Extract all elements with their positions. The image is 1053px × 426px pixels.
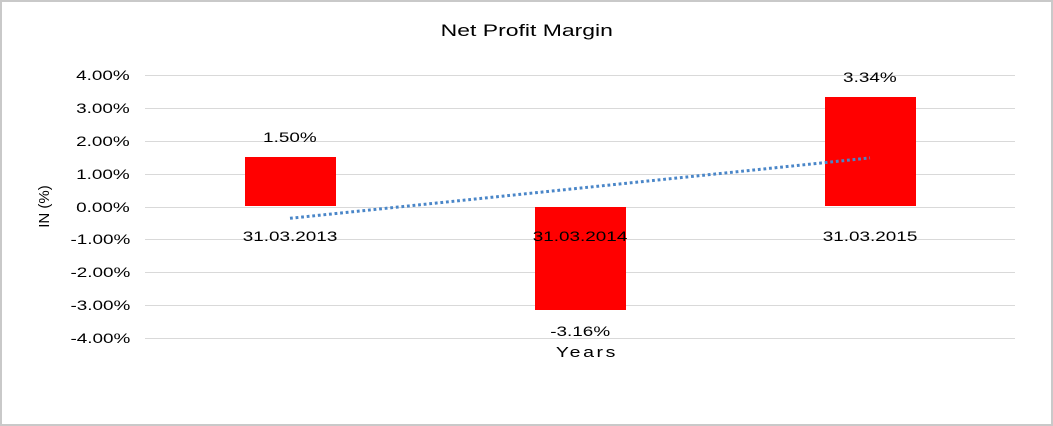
y-axis-tick-label: 2.00%	[20, 133, 130, 149]
y-axis-tick-label: -1.00%	[20, 231, 130, 247]
y-axis-tick-text: 1.00%	[76, 165, 130, 182]
x-axis-title: Years	[507, 345, 667, 360]
x-axis-category-label: 31.03.2014	[500, 229, 660, 244]
y-axis-tick-label: 3.00%	[20, 100, 130, 116]
chart-title: Net Profit Margin	[2, 21, 1051, 41]
x-axis-category-label: 31.03.2015	[790, 229, 950, 244]
bar	[534, 206, 626, 311]
gridline	[145, 140, 1015, 142]
y-axis-tick-text: 0.00%	[76, 198, 130, 215]
y-axis-tick-label: -3.00%	[20, 297, 130, 313]
y-axis-tick-label: 1.00%	[20, 166, 130, 182]
gridline	[145, 337, 1015, 339]
data-label: -3.16%	[500, 324, 660, 339]
x-axis-category-text: 31.03.2014	[532, 228, 628, 244]
y-axis-title: IN (%)	[28, 75, 60, 337]
gridline	[145, 75, 1015, 77]
x-axis-category-label: 31.03.2013	[210, 229, 370, 244]
y-axis-tick-label: 0.00%	[20, 199, 130, 215]
y-axis-title-text: IN (%)	[35, 184, 53, 228]
y-axis-tick-label: -2.00%	[20, 264, 130, 280]
chart-title-text: Net Profit Margin	[440, 21, 613, 40]
y-axis-tick-label: -4.00%	[20, 330, 130, 346]
x-axis-title-text: Years	[555, 344, 619, 361]
x-axis-category-text: 31.03.2013	[242, 228, 338, 244]
y-axis-tick-text: 2.00%	[76, 132, 130, 149]
x-axis-category-text: 31.03.2015	[822, 228, 918, 244]
y-axis-tick-text: -1.00%	[70, 231, 130, 248]
y-axis-tick-text: -4.00%	[70, 329, 130, 346]
data-label: 1.50%	[210, 130, 370, 145]
data-label-text: 1.50%	[263, 129, 317, 146]
y-axis-tick-label: 4.00%	[20, 67, 130, 83]
data-label-text: 3.34%	[843, 68, 897, 85]
data-label-text: -3.16%	[550, 323, 610, 340]
gridline	[145, 107, 1015, 109]
data-label: 3.34%	[790, 68, 950, 85]
bar	[824, 96, 916, 207]
y-axis-tick-text: -2.00%	[70, 264, 130, 281]
bar	[244, 157, 336, 207]
y-axis-tick-text: -3.00%	[70, 297, 130, 314]
y-axis-tick-text: 3.00%	[76, 99, 130, 116]
y-axis-tick-text: 4.00%	[76, 67, 130, 84]
